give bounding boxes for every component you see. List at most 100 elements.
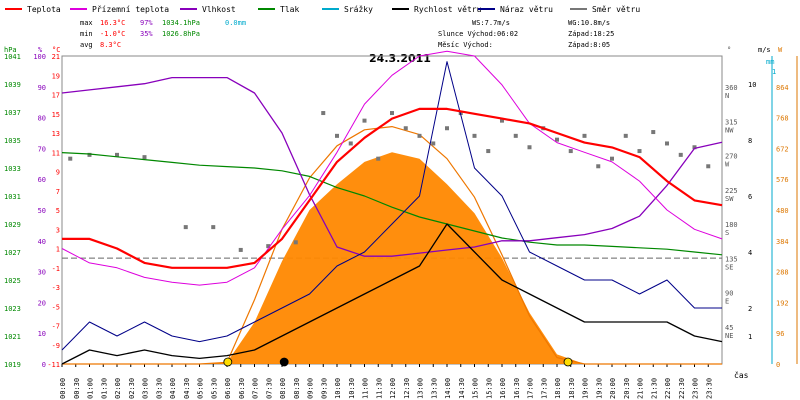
hpa-unit: hPa	[4, 46, 17, 54]
deg-unit: °	[727, 46, 731, 54]
moonset-info: Západ:8:05	[568, 41, 610, 49]
x-tick-label-33: 16:30	[513, 378, 521, 399]
temp-tick-7: 7	[56, 188, 60, 196]
info-block: WS:7.7m/s WG:10.8m/s Slunce Východ:06:02…	[438, 19, 614, 49]
x-tick-label-47: 23:30	[705, 378, 713, 399]
hpa-tick-0: 1041	[4, 53, 21, 61]
x-tick-label-31: 15:30	[485, 378, 493, 399]
legend-label-6: Náraz větru	[500, 5, 553, 14]
legend-label-1: Přízemní teplota	[92, 5, 169, 14]
legend-label-0: Teplota	[27, 5, 61, 14]
hpa-tick-11: 1019	[4, 361, 21, 369]
x-tick-label-34: 17:00	[527, 378, 535, 399]
temp-tick-2: 17	[52, 92, 60, 100]
x-axis-label: čas	[734, 370, 749, 380]
pct-tick-8: 20	[38, 299, 46, 307]
hpa-tick-4: 1033	[4, 165, 21, 173]
dir-tick-name-7: NE	[725, 332, 733, 340]
x-tick-label-15: 07:30	[265, 378, 273, 399]
dir-tick-name-6: E	[725, 298, 729, 306]
x-tick-label-42: 21:00	[637, 378, 645, 399]
temp-tick-13: -5	[52, 303, 60, 311]
x-tick-label-6: 03:00	[142, 378, 150, 399]
ms-tick-0: 10	[748, 81, 756, 89]
wind-direction-point-31	[623, 133, 628, 138]
wind-direction-point-0	[68, 156, 73, 161]
x-tick-label-13: 06:30	[238, 378, 246, 399]
wind-direction-point-24	[527, 145, 532, 150]
temp-tick-5: 11	[52, 149, 60, 157]
ms-tick-4: 2	[748, 305, 752, 313]
theoretical-radiation-line	[62, 126, 722, 365]
plot-area	[61, 50, 723, 367]
pct-tick-7: 30	[38, 269, 46, 277]
x-tick-label-1: 00:30	[73, 378, 81, 399]
chart-title: 24.3.2011	[369, 52, 431, 65]
temp-tick-0: 21	[52, 53, 60, 61]
hpa-tick-10: 1021	[4, 333, 21, 341]
x-tick-label-20: 10:00	[334, 378, 342, 399]
temp-tick-4: 13	[52, 130, 60, 138]
dir-tick-name-3: SW	[725, 195, 734, 203]
axes: 00:00 00:30 01:00 01:30 02:00 02:30 03:00 03:30…	[4, 46, 798, 399]
x-tick-label-17: 08:30	[293, 378, 301, 399]
dir-tick-deg-3: 225	[725, 187, 738, 195]
dir-tick-deg-6: 90	[725, 290, 733, 298]
dir-tick-deg-1: 315	[725, 118, 738, 126]
x-tick-label-11: 05:30	[210, 378, 218, 399]
x-tick-label-26: 13:00	[417, 378, 425, 399]
marker-sunrise	[223, 357, 233, 367]
dir-tick-name-1: NW	[725, 126, 734, 134]
wm2-tick-9: 0	[776, 361, 780, 369]
wind-direction-point-9	[321, 111, 326, 116]
hpa-tick-1: 1039	[4, 81, 21, 89]
x-tick-label-0: 00:00	[59, 378, 67, 399]
wind-direction-point-36	[692, 145, 697, 150]
pct-tick-9: 10	[38, 330, 46, 338]
wind-direction-point-33	[651, 130, 656, 135]
temp-tick-6: 9	[56, 169, 60, 177]
wm2-tick-2: 672	[776, 145, 789, 153]
max-label: max	[80, 19, 93, 27]
pct-tick-6: 40	[38, 238, 46, 246]
wind-direction-point-6	[238, 247, 243, 252]
hpa-tick-2: 1037	[4, 109, 21, 117]
x-tick-label-5: 02:30	[128, 378, 136, 399]
max-humidity: 97%	[140, 19, 153, 27]
hpa-tick-9: 1023	[4, 305, 21, 313]
x-tick-label-23: 11:30	[375, 378, 383, 399]
dir-tick-deg-7: 45	[725, 324, 733, 332]
dir-tick-name-2: W	[725, 161, 730, 169]
moonrise-info: Měsíc Východ:	[438, 41, 493, 49]
x-tick-label-28: 14:00	[444, 378, 452, 399]
x-tick-label-24: 12:00	[389, 378, 397, 399]
wind-direction-point-18	[445, 126, 449, 131]
wind-direction-point-11	[348, 141, 353, 146]
wind-direction-point-12	[362, 118, 367, 123]
x-tick-label-2: 01:00	[87, 378, 95, 399]
wind-direction-point-2	[115, 152, 119, 157]
hpa-tick-3: 1035	[4, 137, 21, 145]
x-tick-label-44: 22:00	[664, 378, 672, 399]
legend-label-7: Směr větru	[592, 5, 640, 14]
wind-direction-point-13	[376, 156, 381, 161]
wind-direction-point-14	[390, 111, 394, 116]
wind-speed-line	[61, 223, 723, 365]
wind-direction-point-37	[706, 164, 711, 169]
wm2-tick-5: 384	[776, 238, 789, 246]
pct-tick-2: 80	[38, 115, 46, 123]
wind-direction-point-22	[500, 118, 504, 123]
x-tick-label-21: 10:30	[348, 378, 356, 399]
dir-tick-deg-4: 180	[725, 221, 738, 229]
temperature-line	[62, 107, 723, 269]
x-tick-label-43: 21:30	[650, 378, 658, 399]
x-tick-label-16: 08:00	[279, 378, 287, 399]
temp-tick-14: -7	[52, 323, 60, 331]
mm-unit: mm	[766, 58, 774, 66]
x-tick-label-35: 17:30	[540, 378, 548, 399]
temp-tick-15: -9	[52, 342, 60, 350]
pct-tick-0: 100	[33, 53, 46, 61]
x-tick-label-9: 04:30	[183, 378, 191, 399]
ms-tick-5: 1	[748, 333, 752, 341]
temp-tick-1: 19	[52, 72, 60, 80]
